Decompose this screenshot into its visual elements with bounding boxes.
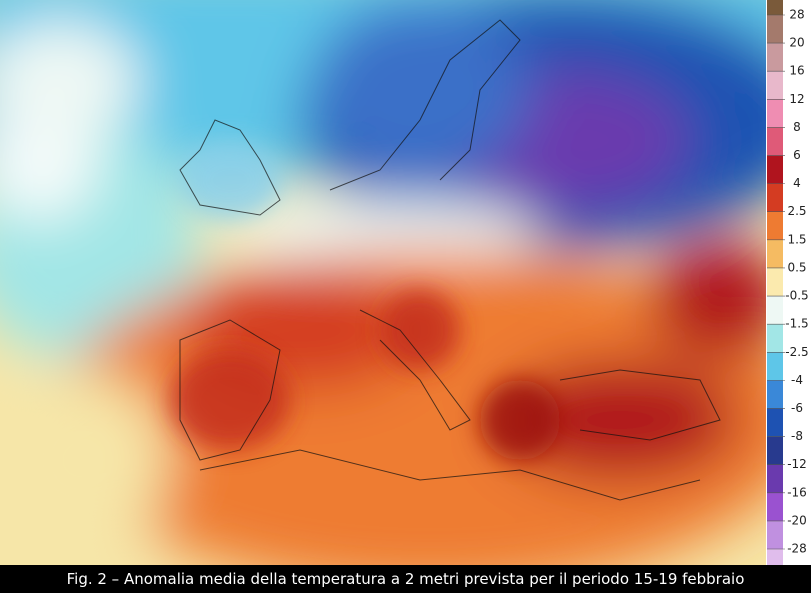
- colorbar-cell: [767, 211, 783, 240]
- colorbar-cell: [767, 239, 783, 268]
- colorbar-label: 20: [789, 36, 804, 50]
- map: [0, 0, 811, 565]
- anomaly-detail: [170, 140, 560, 460]
- anomaly-field: [0, 0, 811, 565]
- colorbar-label: -4: [791, 373, 803, 387]
- colorbar-label: -8: [791, 429, 803, 443]
- colorbar-label: 2.5: [787, 204, 806, 218]
- colorbar-cell: [767, 183, 783, 212]
- coastlines: [179, 19, 721, 501]
- colorbar-label: -28: [787, 542, 807, 556]
- colorbar-cell: [767, 492, 783, 521]
- colorbar-cell: [767, 436, 783, 465]
- colorbar-label: 0.5: [787, 260, 806, 274]
- colorbar-cell: [767, 520, 783, 549]
- colorbar-cell: [767, 71, 783, 100]
- colorbar-label: 28: [789, 8, 804, 22]
- colorbar-label: 4: [793, 176, 801, 190]
- colorbar-label: -0.5: [785, 289, 808, 303]
- colorbar-cell: [767, 408, 783, 437]
- colorbar-cell: [767, 155, 783, 184]
- colorbar-cell: [767, 464, 783, 493]
- colorbar-cell: [767, 0, 783, 15]
- colorbar-label: 16: [789, 64, 804, 78]
- colorbar-cell: [767, 15, 783, 44]
- caption: Fig. 2 – Anomalia media della temperatur…: [0, 565, 811, 593]
- colorbar-cell: [767, 99, 783, 128]
- colorbar-cell: [767, 43, 783, 72]
- colorbar-cell: [767, 549, 783, 565]
- colorbar-label: -2.5: [785, 345, 808, 359]
- colorbar-cell: [767, 380, 783, 409]
- colorbar-label: -20: [787, 513, 807, 527]
- colorbar-label: 6: [793, 148, 801, 162]
- colorbar-cell: [767, 127, 783, 156]
- colorbar-cell: [767, 296, 783, 325]
- colorbar-label: -12: [787, 457, 807, 471]
- colorbar-label: -6: [791, 401, 803, 415]
- colorbar-cell: [767, 267, 783, 297]
- colorbar-label: -16: [787, 485, 807, 499]
- colorbar-cell: [767, 352, 783, 381]
- colorbar-label: 12: [789, 92, 804, 106]
- colorbar-label: 8: [793, 120, 801, 134]
- colorbar-cell: [767, 324, 783, 353]
- colorbar: 28 20 16 12 8 6 4 2.5 1.5 0.5 -0.5 -1.5 -2.5 -4 -6 -8 -1…: [766, 0, 811, 565]
- colorbar-label: -1.5: [785, 317, 808, 331]
- colorbar-label: 1.5: [787, 232, 806, 246]
